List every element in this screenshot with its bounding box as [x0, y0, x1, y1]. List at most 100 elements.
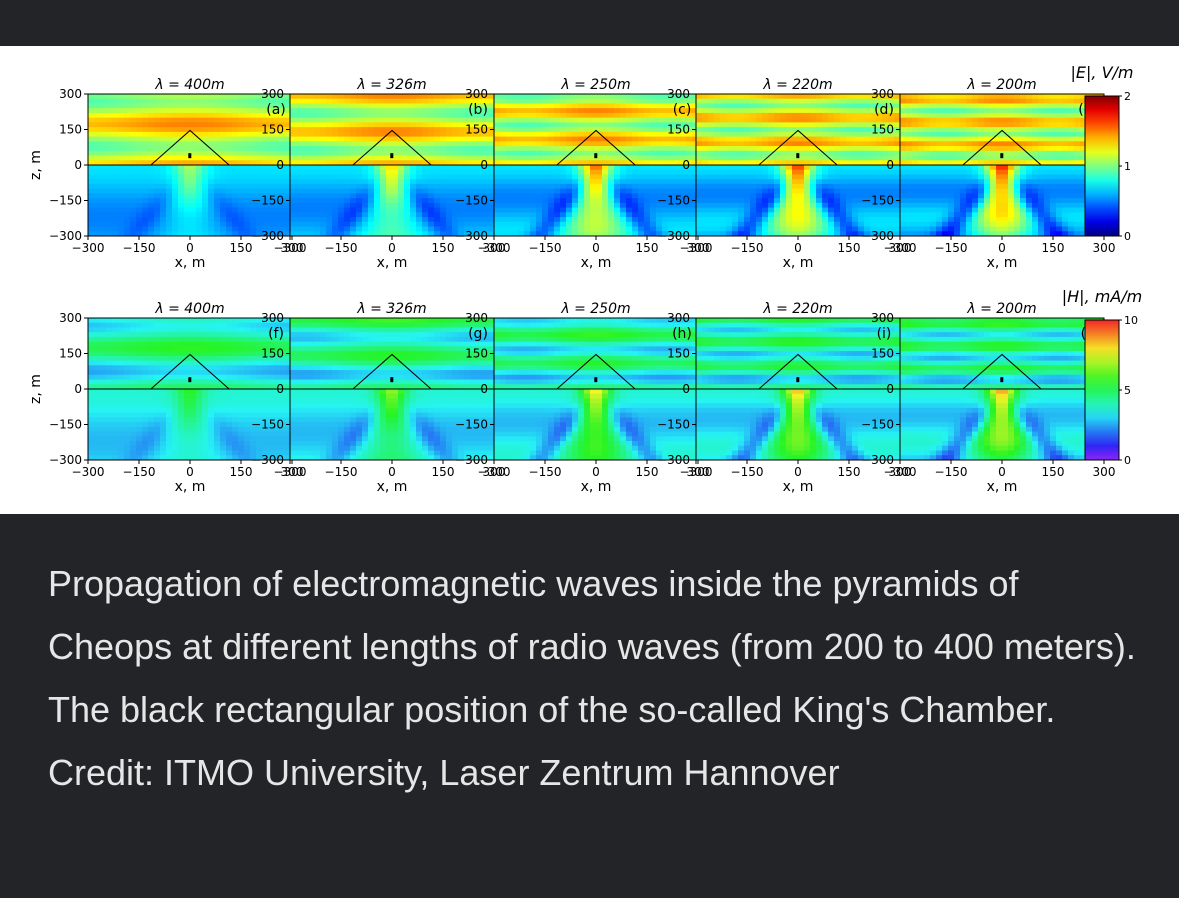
- heatmap-cell: [702, 212, 709, 218]
- heatmap-cell: [632, 188, 639, 194]
- heatmap-cell: [822, 98, 829, 105]
- heatmap-cell: [184, 207, 191, 213]
- heatmap-cell: [500, 117, 507, 123]
- heatmap-cell: [482, 98, 489, 105]
- heatmap-cell: [160, 231, 167, 236]
- heatmap-cell: [190, 174, 197, 180]
- heatmap-cell: [966, 127, 973, 133]
- heatmap-cell: [674, 122, 681, 128]
- heatmap-cell: [404, 94, 411, 100]
- heatmap-cell: [876, 155, 883, 161]
- heatmap-cell: [262, 94, 269, 100]
- heatmap-cell: [702, 174, 709, 180]
- heatmap-cell: [314, 117, 321, 123]
- heatmap-cell: [452, 112, 459, 119]
- heatmap-cell: [876, 136, 883, 142]
- y-tick-label: 150: [667, 123, 690, 137]
- heatmap-cell: [864, 179, 871, 185]
- heatmap-cell: [572, 188, 579, 194]
- heatmap-cell: [148, 94, 155, 100]
- heatmap-cell: [656, 117, 663, 123]
- heatmap-cell: [810, 165, 817, 171]
- heatmap-cell: [1068, 98, 1075, 105]
- heatmap-cell: [864, 146, 871, 152]
- heatmap-cell: [966, 146, 973, 152]
- heatmap-cell: [398, 160, 405, 166]
- heatmap-cell: [542, 193, 549, 199]
- heatmap-cell: [88, 165, 95, 171]
- heatmap-cell: [602, 207, 609, 213]
- heatmap-cell: [948, 150, 955, 157]
- heatmap-cell: [726, 221, 733, 228]
- heatmap-cell: [732, 136, 739, 142]
- heatmap-cell: [142, 146, 149, 152]
- heatmap-cell: [960, 183, 967, 190]
- heatmap-cell: [452, 217, 459, 223]
- heatmap-cell: [256, 117, 263, 123]
- heatmap-cell: [404, 193, 411, 199]
- heatmap-cell: [422, 183, 429, 190]
- heatmap-cell: [536, 127, 543, 133]
- heatmap-cell: [274, 112, 281, 119]
- heatmap-cell: [714, 183, 721, 190]
- heatmap-cell: [232, 146, 239, 152]
- heatmap-cell: [422, 207, 429, 213]
- heatmap-cell: [954, 174, 961, 180]
- heatmap-cell: [476, 231, 483, 236]
- heatmap-cell: [894, 202, 900, 209]
- heatmap-cell: [720, 188, 727, 194]
- heatmap-cell: [1074, 136, 1081, 142]
- heatmap-cell: [506, 174, 513, 180]
- heatmap-cell: [1068, 146, 1075, 152]
- heatmap-cell: [596, 202, 603, 209]
- heatmap-cell: [202, 165, 209, 171]
- heatmap-cell: [912, 98, 919, 105]
- heatmap-cell: [1080, 169, 1087, 176]
- heatmap-cell: [326, 207, 333, 213]
- heatmap-cell: [720, 226, 727, 232]
- heatmap-cell: [984, 202, 991, 209]
- heatmap-cell: [506, 94, 513, 100]
- heatmap-cell: [936, 165, 943, 171]
- heatmap-cell: [232, 127, 239, 133]
- heatmap-cell: [422, 136, 429, 142]
- heatmap-cell: [368, 212, 375, 218]
- heatmap-cell: [894, 160, 900, 166]
- heatmap-cell: [732, 160, 739, 166]
- heatmap-cell: [136, 112, 143, 119]
- heatmap-cell: [668, 207, 675, 213]
- heatmap-cell: [308, 207, 315, 213]
- heatmap-cell: [602, 117, 609, 123]
- heatmap-cell: [452, 141, 459, 147]
- heatmap-cell: [226, 141, 233, 147]
- heatmap-cell: [542, 94, 549, 100]
- x-tick-label: 0: [186, 241, 194, 255]
- heatmap-cell: [124, 122, 131, 128]
- heatmap-cell: [422, 226, 429, 232]
- heatmap-cell: [966, 198, 973, 204]
- heatmap-cell: [368, 198, 375, 204]
- heatmap-cell: [774, 183, 781, 190]
- heatmap-cell: [1050, 155, 1057, 161]
- heatmap-cell: [996, 174, 1003, 180]
- heatmap-cell: [924, 127, 931, 133]
- heatmap-cell: [166, 136, 173, 142]
- heatmap-cell: [488, 131, 494, 138]
- heatmap-cell: [256, 150, 263, 157]
- heatmap-cell: [780, 103, 787, 109]
- heatmap-cell: [398, 155, 405, 161]
- heatmap-cell: [720, 136, 727, 142]
- heatmap-cell: [338, 136, 345, 142]
- heatmap-cell: [656, 212, 663, 218]
- x-tick-label: 300: [687, 241, 710, 255]
- heatmap-cell: [392, 131, 399, 138]
- heatmap-cell: [404, 231, 411, 236]
- heatmap-cell: [184, 150, 191, 157]
- heatmap-cell: [458, 146, 465, 152]
- heatmap-cell: [494, 193, 501, 199]
- heatmap-cell: [512, 183, 519, 190]
- heatmap-cell: [572, 202, 579, 209]
- heatmap-cell: [106, 188, 113, 194]
- heatmap-cell: [512, 165, 519, 171]
- heatmap-cell: [482, 150, 489, 157]
